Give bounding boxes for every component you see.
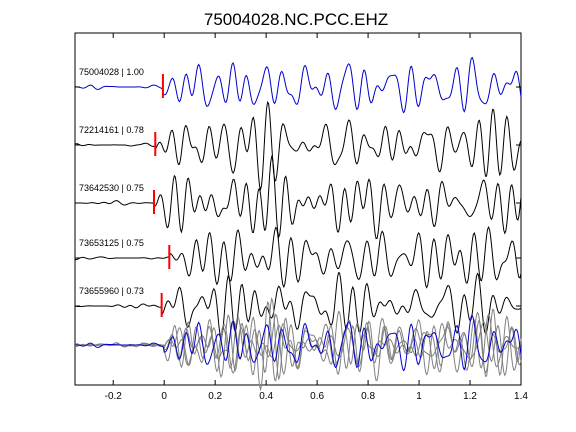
picks-group	[153, 74, 171, 317]
x-tick-label-0: -0.2	[105, 391, 123, 402]
trace-waveform-73655960	[74, 272, 522, 340]
trace-waveform-73642530	[75, 155, 522, 240]
chart-title: 75004028.NC.PCC.EHZ	[204, 10, 388, 29]
overlay-group	[74, 297, 522, 392]
overlay-waveform-75004028	[74, 314, 522, 372]
trace-waveform-72214161	[74, 100, 522, 192]
trace-label-73642530: 73642530 | 0.75	[79, 183, 144, 193]
traces-group	[74, 56, 522, 340]
x-tick-label-2: 0.2	[208, 391, 222, 402]
x-tick-label-7: 1.2	[463, 391, 477, 402]
x-tick-label-6: 1	[416, 391, 422, 402]
trace-label-75004028: 75004028 | 1.00	[79, 67, 144, 77]
trace-label-73653125: 73653125 | 0.75	[79, 238, 144, 248]
x-axis: -0.2 0 0.2 0.4 0.6 0.8 1 1.2 1.4	[105, 33, 528, 402]
plot-frame	[74, 32, 522, 386]
overlay-waveform-73653125	[75, 312, 522, 376]
x-tick-label-4: 0.6	[310, 391, 324, 402]
trace-waveform-73653125	[75, 225, 522, 289]
trace-labels-group: 75004028 | 1.00 72214161 | 0.78 73642530 |…	[79, 67, 144, 296]
x-tick-label-8: 1.4	[514, 391, 528, 402]
trace-label-72214161: 72214161 | 0.78	[79, 125, 144, 135]
trace-waveform-75004028	[74, 56, 522, 114]
trace-label-73655960: 73655960 | 0.73	[79, 286, 144, 296]
x-tick-label-5: 0.8	[361, 391, 375, 402]
x-tick-label-1: 0	[161, 391, 167, 402]
x-tick-label-3: 0.4	[259, 391, 273, 402]
